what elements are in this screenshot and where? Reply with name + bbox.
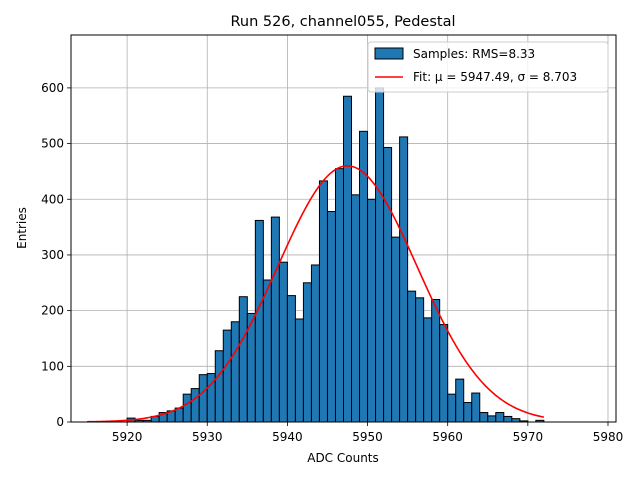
histogram-bar: [278, 261, 288, 423]
histogram-bar: [182, 393, 192, 423]
x-tick-label: 5970: [513, 430, 544, 444]
histogram-bar: [294, 318, 304, 423]
histogram-bar: [286, 295, 296, 423]
legend-label-samples: Samples: RMS=8.33: [413, 47, 535, 61]
y-tick-label: 400: [41, 192, 64, 206]
x-axis-label: ADC Counts: [307, 451, 379, 465]
x-tick-label: 5930: [192, 430, 223, 444]
histogram-bar: [407, 290, 417, 423]
legend-label-fit: Fit: μ = 5947.49, σ = 8.703: [413, 70, 577, 84]
histogram-bar: [190, 388, 200, 423]
histogram-bar: [270, 216, 280, 423]
x-tick-label: 5950: [352, 430, 383, 444]
legend-swatch-samples: [374, 47, 404, 60]
histogram-bar: [198, 374, 208, 423]
y-tick-label: 600: [41, 81, 64, 95]
chart-title: Run 526, channel055, Pedestal: [230, 14, 455, 30]
histogram-bars: [126, 87, 545, 423]
histogram-bar: [318, 180, 328, 423]
histogram-bar: [471, 392, 481, 423]
histogram-bar: [302, 282, 312, 423]
histogram-bar: [254, 219, 264, 423]
histogram-bar: [479, 412, 489, 423]
plot-frame: [70, 34, 617, 423]
x-axis-ticks: 5920 5930 5940 5950 5960 5970 5980: [112, 422, 623, 444]
histogram-bar: [423, 317, 433, 423]
histogram-bar: [447, 393, 457, 423]
x-tick-label: 5920: [112, 430, 143, 444]
y-tick-label: 300: [41, 248, 64, 262]
y-tick-label: 500: [41, 137, 64, 151]
histogram-bar: [415, 297, 425, 423]
histogram-bar: [310, 264, 320, 423]
x-tick-label: 5940: [272, 430, 303, 444]
y-tick-label: 100: [41, 359, 64, 373]
histogram-bar: [367, 198, 377, 423]
histogram-bar: [511, 418, 521, 423]
x-tick-label: 5980: [593, 430, 624, 444]
histogram-bar: [343, 95, 353, 423]
histogram-bar: [230, 321, 240, 423]
histogram-bar: [455, 378, 465, 423]
histogram-bar: [351, 194, 361, 423]
histogram-bar: [375, 87, 385, 423]
histogram-bar: [214, 350, 224, 423]
histogram-bar: [222, 329, 232, 423]
histogram-bar: [334, 168, 344, 423]
histogram-bar: [463, 402, 473, 423]
fit-curve: [87, 165, 545, 423]
histogram-bar: [383, 146, 393, 423]
histogram-bar: [262, 279, 272, 423]
fit-curve-group: [87, 165, 545, 423]
histogram-bar: [431, 298, 441, 423]
histogram-bar: [495, 412, 505, 423]
x-tick-label: 5960: [432, 430, 463, 444]
histogram-bar: [391, 236, 401, 423]
y-axis-label: Entries: [15, 207, 29, 249]
histogram-bar: [326, 211, 336, 423]
histogram-bar: [439, 324, 449, 423]
histogram-bar: [487, 415, 497, 423]
y-axis-ticks: 0 100 200 300 400 500 600: [41, 81, 71, 429]
histogram-bar: [399, 136, 409, 423]
histogram-bar: [238, 296, 248, 423]
legend-box: [367, 41, 609, 93]
y-tick-label: 200: [41, 304, 64, 318]
legend: Samples: RMS=8.33 Fit: μ = 5947.49, σ = …: [367, 41, 609, 93]
histogram-bar: [503, 415, 513, 423]
y-tick-label: 0: [56, 415, 64, 429]
